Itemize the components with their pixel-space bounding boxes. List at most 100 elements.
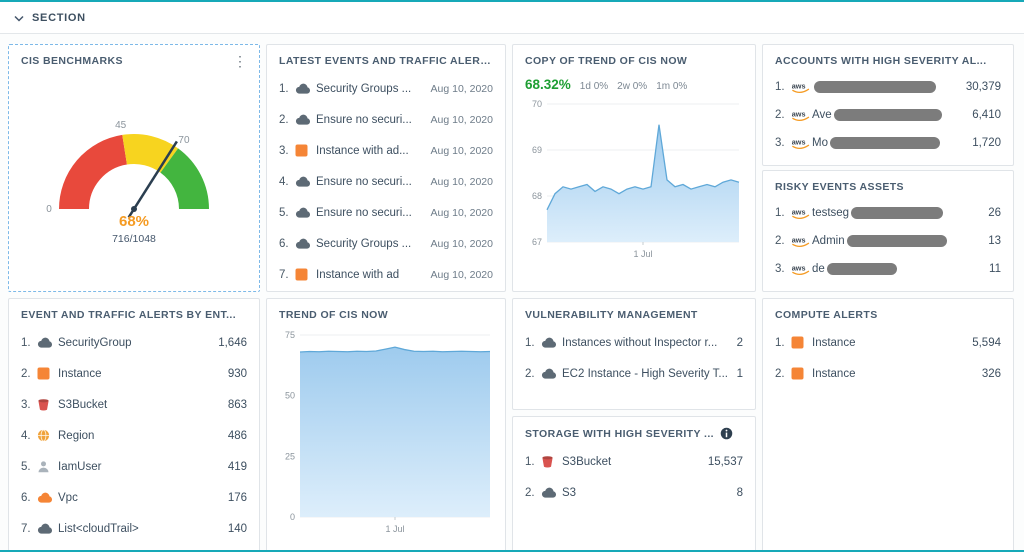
list-item[interactable]: 1. S3Bucket 15,537: [525, 446, 743, 477]
widget-risky-events-assets[interactable]: RISKY EVENTS ASSETS 1. aws testseg 26 2.…: [762, 170, 1014, 292]
widget-trend-cis[interactable]: TREND OF CIS NOW 75 50 25 0 1 Jul: [266, 298, 506, 550]
item-text: List<cloudTrail>: [58, 522, 139, 535]
item-name: Admin: [812, 235, 982, 247]
item-text: S3: [562, 486, 577, 499]
item-value: 1,720: [972, 137, 1001, 149]
svg-text:70: 70: [532, 99, 542, 109]
item-date: Aug 10, 2020: [430, 237, 493, 250]
list-item[interactable]: 3. S3Bucket 863: [21, 389, 247, 420]
item-value: 11: [989, 263, 1001, 275]
item-text: Instance: [812, 367, 856, 380]
accounts-list: 1. aws 30,379 2. aws Ave 6,410 3. aws Mo…: [763, 71, 1013, 157]
item-value: 30,379: [965, 81, 1001, 93]
list-item[interactable]: 4. Region 486: [21, 420, 247, 451]
section-bar[interactable]: SECTION: [0, 2, 1024, 34]
list-item[interactable]: 2. aws Admin 13: [775, 227, 1001, 255]
trend-stats: 68.32% 1d 0% 2w 0% 1m 0%: [513, 71, 755, 94]
item-text: S3Bucket: [58, 398, 108, 411]
cloud-icon: [295, 207, 316, 218]
item-index: 1.: [775, 336, 785, 349]
list-item[interactable]: 1. aws 30,379: [775, 73, 1001, 101]
list-item[interactable]: 3. aws Mo 1,720: [775, 129, 1001, 157]
svg-text:70: 70: [178, 135, 190, 146]
aws-icon: aws: [791, 235, 812, 248]
list-item[interactable]: 2. aws Ave 6,410: [775, 101, 1001, 129]
widget-storage-high-severity[interactable]: STORAGE WITH HIGH SEVERITY ... 1. S3Buck…: [512, 416, 756, 550]
widget-cis-benchmarks[interactable]: CIS BENCHMARKS ⋮ 0 45 70 68% 716/1048: [8, 44, 260, 292]
item-text: Region: [58, 429, 95, 442]
svg-text:0: 0: [46, 204, 52, 215]
item-text: Instance: [812, 336, 856, 349]
item-date: Aug 10, 2020: [430, 144, 493, 157]
svg-text:aws: aws: [792, 81, 806, 90]
item-name: de: [812, 263, 983, 275]
list-item[interactable]: 5. IamUser 419: [21, 451, 247, 482]
widget-alerts-by-entity[interactable]: EVENT AND TRAFFIC ALERTS BY ENT... 1. Se…: [8, 298, 260, 550]
item-index: 2.: [279, 113, 289, 126]
item-value: 140: [227, 522, 247, 535]
list-item[interactable]: 6. Security Groups ... Aug 10, 2020: [279, 228, 493, 259]
list-item[interactable]: 7. List<cloudTrail> 140: [21, 513, 247, 544]
item-name-visible: Admin: [812, 235, 845, 247]
item-index: 4.: [21, 429, 31, 442]
kebab-menu-icon[interactable]: ⋮: [233, 53, 247, 69]
item-text: Ensure no securi...: [316, 175, 412, 188]
copy-trend-chart: 70 69 68 67 1 Jul: [532, 99, 740, 259]
widget-copy-trend-cis[interactable]: COPY OF TREND OF CIS NOW 68.32% 1d 0% 2w…: [512, 44, 756, 292]
item-index: 6.: [279, 237, 289, 250]
widget-title: COMPUTE ALERTS: [775, 309, 878, 321]
widget-vulnerability-management[interactable]: VULNERABILITY MANAGEMENT 1. Instances wi…: [512, 298, 756, 410]
item-text: Instances without Inspector r...: [562, 336, 718, 349]
delta-change: 0%: [672, 81, 688, 92]
alerts-by-entity-list: 1. SecurityGroup 1,646 2. Instance 930 3…: [9, 325, 259, 544]
list-item[interactable]: 2. Ensure no securi... Aug 10, 2020: [279, 104, 493, 135]
list-item[interactable]: 5. Ensure no securi... Aug 10, 2020: [279, 197, 493, 228]
item-index: 1.: [21, 336, 31, 349]
instance-icon: [295, 268, 316, 281]
redacted-text: [846, 235, 947, 247]
widget-latest-events[interactable]: LATEST EVENTS AND TRAFFIC ALERTS 1. Secu…: [266, 44, 506, 292]
redacted-text: [814, 81, 936, 93]
widget-title: ACCOUNTS WITH HIGH SEVERITY AL...: [775, 55, 987, 67]
svg-text:1 Jul: 1 Jul: [633, 249, 652, 259]
item-index: 1.: [279, 82, 289, 95]
list-item[interactable]: 2. EC2 Instance - High Severity T... 1: [525, 358, 743, 389]
widget-compute-alerts[interactable]: COMPUTE ALERTS 1. Instance 5,594 2. Inst…: [762, 298, 1014, 550]
list-item[interactable]: 2. Instance 326: [775, 358, 1001, 389]
list-item[interactable]: 2. S3 8: [525, 477, 743, 508]
list-item[interactable]: 3. aws de 11: [775, 255, 1001, 283]
item-text: Instance with ad: [316, 268, 400, 281]
svg-text:0: 0: [290, 512, 295, 522]
delta-change: 0%: [632, 81, 648, 92]
item-index: 1.: [775, 81, 785, 93]
list-item[interactable]: 1. Security Groups ... Aug 10, 2020: [279, 73, 493, 104]
item-value: 419: [227, 460, 247, 473]
svg-text:67: 67: [532, 237, 542, 247]
item-value: 5,594: [972, 336, 1001, 349]
widget-title: CIS BENCHMARKS: [21, 55, 123, 67]
list-item[interactable]: 3. Instance with ad... Aug 10, 2020: [279, 135, 493, 166]
list-item[interactable]: 6. Vpc 176: [21, 482, 247, 513]
list-item[interactable]: 1. Instance 5,594: [775, 327, 1001, 358]
list-item[interactable]: 2. Instance 930: [21, 358, 247, 389]
list-item[interactable]: 1. aws testseg 26: [775, 199, 1001, 227]
item-index: 7.: [21, 522, 31, 535]
list-item[interactable]: 4. Ensure no securi... Aug 10, 2020: [279, 166, 493, 197]
list-item[interactable]: 7. Instance with ad Aug 10, 2020: [279, 259, 493, 290]
redacted-text: [829, 137, 940, 149]
item-value: 176: [227, 491, 247, 504]
instance-icon: [295, 144, 316, 157]
s3-bucket-icon: [541, 455, 562, 468]
list-item[interactable]: 1. SecurityGroup 1,646: [21, 327, 247, 358]
info-icon[interactable]: [720, 427, 733, 440]
chevron-down-icon[interactable]: [14, 9, 24, 27]
redacted-text: [851, 207, 944, 219]
item-date: Aug 10, 2020: [430, 268, 493, 281]
item-name: Ave: [812, 109, 966, 121]
widget-accounts-high-severity[interactable]: ACCOUNTS WITH HIGH SEVERITY AL... 1. aws…: [762, 44, 1014, 166]
list-item[interactable]: 1. Instances without Inspector r... 2: [525, 327, 743, 358]
item-name-visible: Mo: [812, 137, 828, 149]
cloud-icon: [541, 487, 562, 498]
widget-title: TREND OF CIS NOW: [279, 309, 389, 321]
top-accent-line: [0, 0, 1024, 2]
